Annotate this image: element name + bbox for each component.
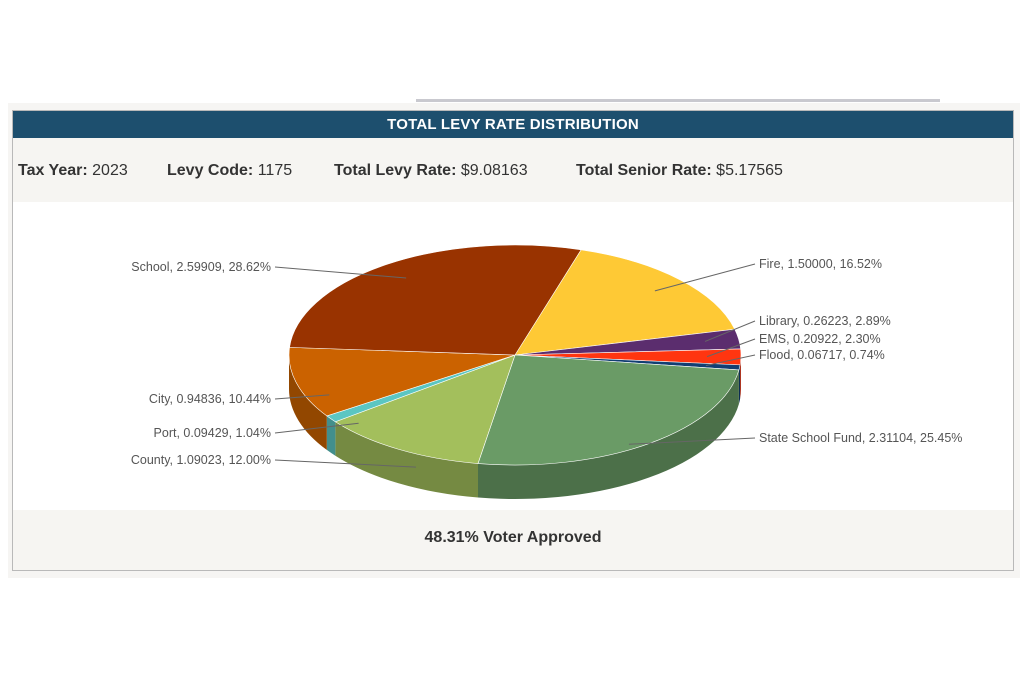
side-wall-city [289, 355, 327, 450]
label-fire: Fire, 1.50000, 16.52% [759, 257, 882, 271]
label-port: Port, 0.09429, 1.04% [154, 426, 271, 440]
levy-code-label: Levy Code: [167, 162, 254, 179]
leader-line-flood [705, 354, 756, 367]
voter-approved-footer: 48.31% Voter Approved [13, 510, 1013, 570]
slice-county [334, 354, 516, 464]
label-school: School, 2.59909, 28.62% [131, 260, 271, 274]
levy-pie-chart: Fire, 1.50000, 16.52% Library, 0.26223, 2… [131, 244, 962, 499]
label-flood: Flood, 0.06717, 0.74% [759, 348, 885, 362]
total-levy-rate: Total Levy Rate: $9.08163 [334, 162, 528, 180]
tax-year-label: Tax Year: [18, 162, 88, 179]
slice-fire [514, 249, 736, 356]
chart-area: Fire, 1.50000, 16.52% Library, 0.26223, 2… [13, 202, 1013, 510]
label-ems: EMS, 0.20922, 2.30% [759, 332, 881, 346]
senior-rate-value: $5.17565 [716, 162, 783, 179]
leader-line-ems [706, 338, 756, 358]
total-senior-rate: Total Senior Rate: $5.17565 [576, 162, 783, 180]
label-county: County, 1.09023, 12.00% [131, 453, 271, 467]
leader-line-library [704, 320, 756, 342]
levy-info-row: Tax Year: 2023 Levy Code: 1175 Total Lev… [13, 138, 1013, 202]
label-state-school-fund: State School Fund, 2.31104, 25.45% [759, 431, 962, 445]
panel-title: TOTAL LEVY RATE DISTRIBUTION [13, 111, 1013, 138]
levy-code-value: 1175 [257, 162, 293, 179]
side-wall-state-school-fund [478, 369, 739, 499]
leader-line-city [274, 394, 330, 400]
levy-distribution-panel: TOTAL LEVY RATE DISTRIBUTION Tax Year: 2… [12, 110, 1014, 571]
label-city: City, 0.94836, 10.44% [149, 392, 271, 406]
slice-school [289, 244, 582, 356]
total-levy-value: $9.08163 [460, 162, 528, 179]
side-wall-ems [740, 355, 741, 399]
leader-line-port [274, 422, 359, 434]
leader-line-school [274, 266, 407, 279]
levy-code: Levy Code: 1175 [167, 162, 292, 180]
side-wall-county [335, 421, 479, 498]
top-divider [416, 99, 940, 102]
leader-line-county [274, 459, 416, 468]
slice-city [288, 347, 516, 417]
leader-line-state-school-fund [628, 437, 756, 445]
label-library: Library, 0.26223, 2.89% [759, 314, 891, 328]
senior-rate-label: Total Senior Rate: [576, 162, 712, 179]
side-wall-flood [738, 364, 741, 404]
tax-year-value: 2023 [92, 162, 128, 179]
tax-year: Tax Year: 2023 [18, 162, 128, 180]
leader-line-fire [654, 263, 756, 292]
total-levy-label: Total Levy Rate: [334, 162, 457, 179]
side-wall-port [326, 415, 336, 456]
